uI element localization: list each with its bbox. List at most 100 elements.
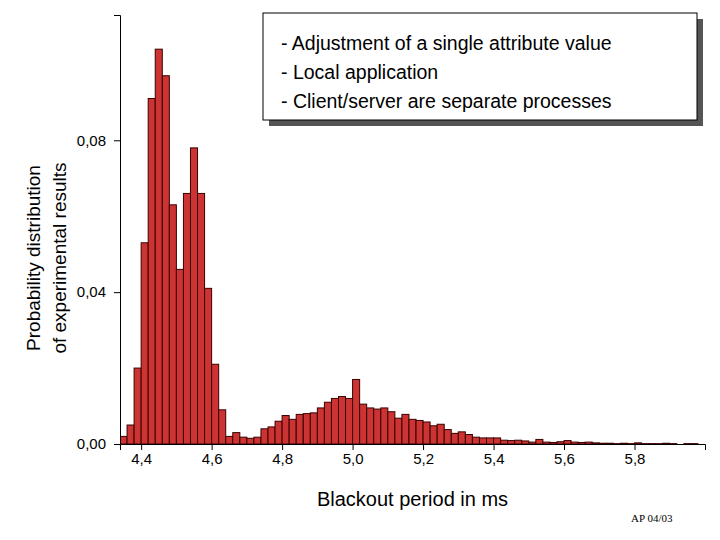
histogram-bar bbox=[134, 368, 141, 444]
histogram-bar bbox=[585, 442, 592, 444]
y-tick-mark bbox=[114, 140, 120, 141]
histogram-bar bbox=[550, 442, 557, 444]
histogram-bar bbox=[176, 269, 183, 444]
histogram-bar bbox=[479, 438, 486, 444]
y-tick: 0,08 bbox=[77, 132, 120, 149]
histogram-bar bbox=[212, 364, 219, 444]
chart: 4,4 4,6 4,8 5,0 5,2 5,4 5,6 5,8 0,00 0,04 0,08 Blac… bbox=[0, 0, 720, 540]
x-tick-label: 4,8 bbox=[272, 450, 293, 467]
histogram-bar bbox=[254, 437, 261, 444]
histogram-bar bbox=[656, 443, 663, 444]
histogram-bar bbox=[578, 442, 585, 444]
histogram-bar bbox=[543, 442, 550, 444]
histogram-bar bbox=[155, 49, 162, 444]
histogram-bar bbox=[557, 442, 564, 444]
histogram-bar bbox=[592, 443, 599, 444]
histogram-bar bbox=[529, 442, 536, 444]
y-axis-title: Probability distribution bbox=[23, 165, 44, 351]
histogram-bar bbox=[367, 408, 374, 444]
histogram-bar bbox=[162, 76, 169, 444]
histogram-bar bbox=[353, 379, 360, 444]
histogram-bar bbox=[338, 397, 345, 444]
histogram-bar bbox=[437, 424, 444, 444]
histogram-bar bbox=[670, 443, 677, 444]
histogram-bar bbox=[381, 408, 388, 444]
histogram-bar bbox=[606, 443, 613, 444]
y-tick-label: 0,00 bbox=[77, 435, 106, 452]
histogram-bar bbox=[282, 416, 289, 444]
histogram-bar bbox=[663, 443, 670, 444]
y-axis: 0,00 0,04 0,08 bbox=[77, 16, 121, 453]
x-axis-title: Blackout period in ms bbox=[317, 488, 508, 510]
y-axis-title: of experimental results bbox=[49, 162, 70, 353]
histogram-bar bbox=[536, 439, 543, 444]
x-tick-label: 5,0 bbox=[343, 450, 364, 467]
histogram-bar bbox=[268, 427, 275, 444]
histogram-bar bbox=[310, 413, 317, 444]
histogram-bar bbox=[501, 440, 508, 444]
histogram-bar bbox=[219, 410, 226, 444]
histogram-bar bbox=[487, 438, 494, 444]
annotation-frame bbox=[263, 13, 697, 120]
histogram-bar bbox=[494, 438, 501, 444]
histogram-bar bbox=[317, 408, 324, 444]
y-axis-line bbox=[114, 16, 121, 445]
histogram-bar bbox=[423, 422, 430, 444]
x-tick: 5,6 bbox=[554, 444, 575, 467]
y-tick-label: 0,08 bbox=[77, 132, 106, 149]
x-tick: 5,4 bbox=[484, 444, 505, 467]
histogram-bar bbox=[324, 402, 331, 444]
x-tick-label: 5,8 bbox=[625, 450, 646, 467]
histogram-bar bbox=[444, 430, 451, 444]
histogram-bar bbox=[649, 443, 656, 444]
annotation-box: - Adjustment of a single attribute value… bbox=[263, 13, 703, 126]
histogram-bar bbox=[148, 99, 155, 444]
histogram-bar bbox=[127, 425, 134, 444]
histogram-bar bbox=[409, 419, 416, 444]
x-tick: 5,8 bbox=[625, 444, 646, 467]
histogram-bar bbox=[515, 440, 522, 444]
histogram-bar bbox=[346, 398, 353, 444]
y-tick-label: 0,04 bbox=[77, 283, 106, 300]
x-tick: 4,8 bbox=[272, 444, 293, 467]
histogram-bar bbox=[613, 443, 620, 444]
x-tick: 4,6 bbox=[202, 444, 223, 467]
annotation-text: - Client/server are separate processes bbox=[281, 90, 612, 112]
histogram-bar bbox=[677, 444, 684, 445]
histogram-bar bbox=[416, 420, 423, 444]
histogram-bar bbox=[303, 414, 310, 444]
histogram-bar bbox=[261, 429, 268, 444]
x-tick-label: 4,6 bbox=[202, 450, 223, 467]
histogram-bar bbox=[198, 193, 205, 444]
y-tick-mark bbox=[114, 444, 120, 445]
annotation-text: - Adjustment of a single attribute value bbox=[281, 32, 612, 54]
histogram-bar bbox=[360, 404, 367, 444]
histogram-bar bbox=[451, 433, 458, 444]
histogram-bar bbox=[226, 436, 233, 444]
histogram-bar bbox=[599, 443, 606, 444]
histogram-bar bbox=[522, 441, 529, 444]
x-tick: 5,0 bbox=[343, 444, 364, 467]
histogram-bar bbox=[642, 443, 649, 444]
histogram-bar bbox=[698, 444, 705, 445]
histogram-bar bbox=[691, 443, 698, 444]
histogram-bar bbox=[190, 148, 197, 444]
x-tick-label: 4,4 bbox=[131, 450, 152, 467]
histogram-bar bbox=[275, 421, 282, 444]
histogram-bar bbox=[388, 412, 395, 444]
histogram-bar bbox=[120, 436, 127, 444]
histogram-bar bbox=[141, 243, 148, 444]
histogram-bar bbox=[620, 443, 627, 444]
x-tick: 4,4 bbox=[131, 444, 152, 467]
histogram-bar bbox=[635, 443, 642, 444]
histogram-bar bbox=[205, 288, 212, 444]
histogram-bar bbox=[465, 435, 472, 444]
x-tick-label: 5,2 bbox=[413, 450, 434, 467]
annotation-text: - Local application bbox=[281, 61, 438, 83]
histogram-bar bbox=[395, 418, 402, 444]
histogram-bar bbox=[183, 193, 190, 444]
histogram-bar bbox=[571, 442, 578, 444]
y-tick-mark bbox=[114, 292, 120, 293]
histogram-bar bbox=[240, 437, 247, 444]
histogram-bar bbox=[684, 443, 691, 444]
